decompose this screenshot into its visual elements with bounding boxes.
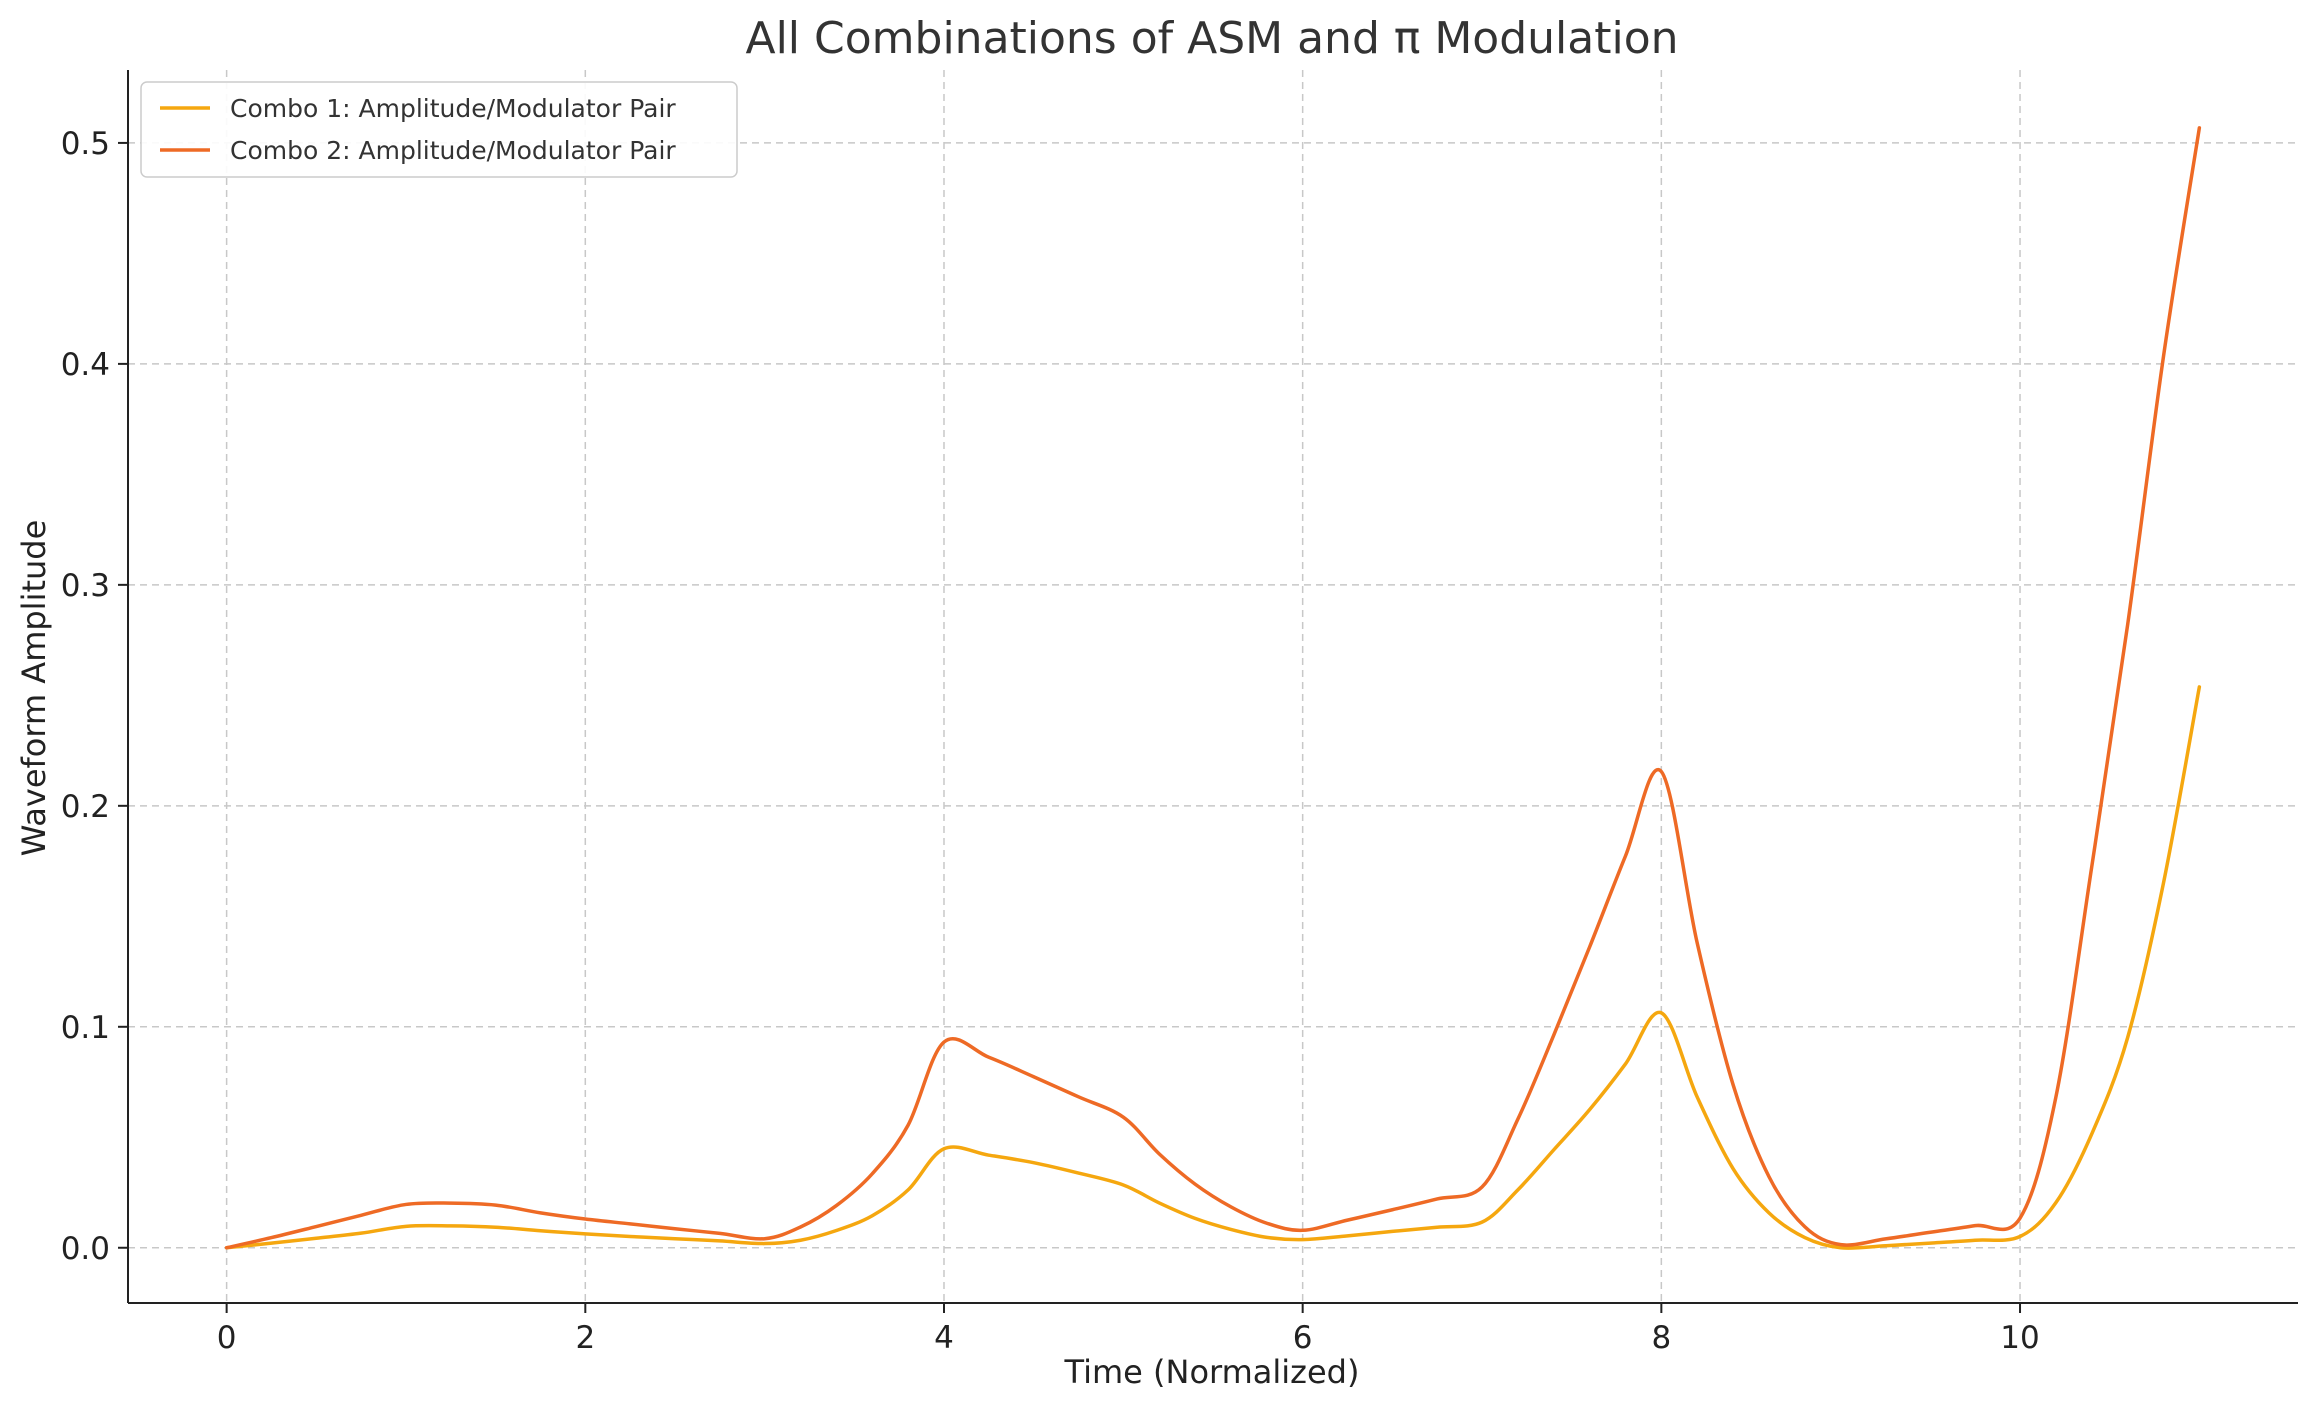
y-axis-label: Waveform Amplitude (15, 520, 53, 857)
y-tick-label: 0.4 (61, 347, 110, 383)
y-tick-label: 0.3 (61, 568, 110, 604)
series-lines (224, 126, 2202, 1250)
tick-labels: 0 2 4 6 8 10 0.0 0.1 0.2 0.3 0.4 0.5 (61, 126, 2040, 1356)
x-tick-label: 10 (2000, 1320, 2039, 1356)
x-tick-label: 6 (1293, 1320, 1313, 1356)
legend-label-combo-2: Combo 2: Amplitude/Modulator Pair (230, 136, 676, 165)
x-axis-label: Time (Normalized) (1064, 1353, 1360, 1391)
legend-label-combo-1: Combo 1: Amplitude/Modulator Pair (230, 94, 676, 123)
grid (128, 70, 2298, 1303)
x-tick-label: 2 (575, 1320, 595, 1356)
x-tick-label: 8 (1651, 1320, 1671, 1356)
series-line-combo-1 (224, 685, 2202, 1250)
y-tick-label: 0.5 (61, 126, 110, 162)
x-tick-label: 4 (934, 1320, 954, 1356)
legend: Combo 1: Amplitude/Modulator Pair Combo … (140, 81, 738, 178)
x-tick-label: 0 (217, 1320, 237, 1356)
y-tick-label: 0.1 (61, 1010, 110, 1046)
y-tick-label: 0.2 (61, 789, 110, 825)
series-line-combo-2 (224, 126, 2202, 1250)
y-tick-label: 0.0 (61, 1231, 110, 1267)
chart-title: All Combinations of ASM and π Modulation (745, 13, 1678, 64)
axes (118, 70, 2298, 1313)
legend-box (140, 81, 738, 178)
